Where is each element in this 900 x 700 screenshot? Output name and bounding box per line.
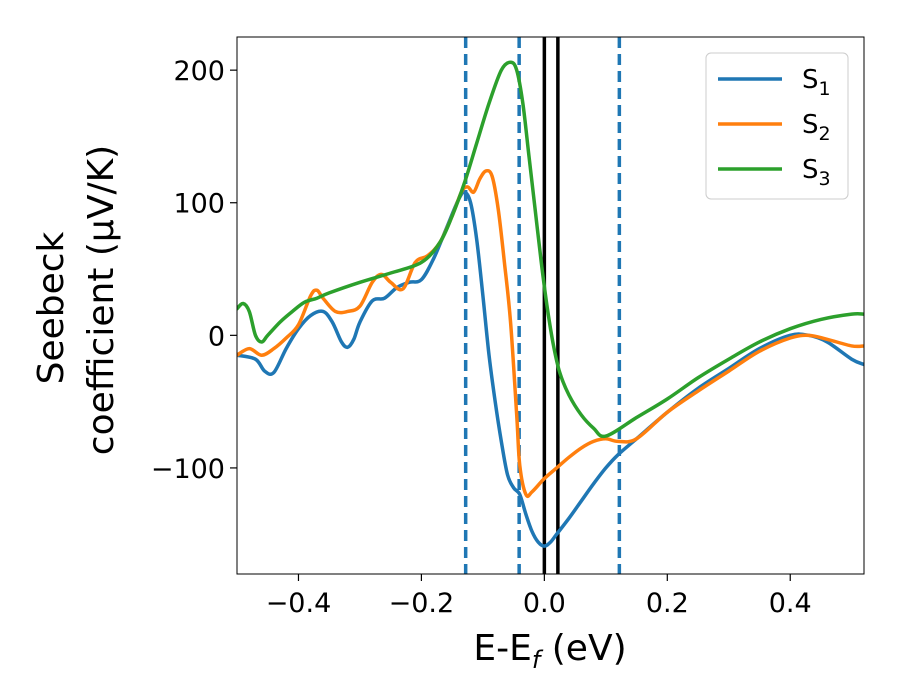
y-tick-label: 100 <box>173 189 225 220</box>
y-axis-title-line2: coefficient (μV/K) <box>81 145 122 455</box>
series-line-s3 <box>237 60 864 439</box>
y-axis: −100 0 100 200 <box>151 56 237 485</box>
y-axis-title-line1: Seebeck <box>31 231 72 384</box>
reference-lines <box>463 37 622 574</box>
series-line-s1 <box>237 190 864 548</box>
x-axis: −0.4 −0.2 0.0 0.2 0.4 <box>266 574 812 619</box>
legend-label-s2: S2 <box>802 110 831 145</box>
x-tick-label: 0.4 <box>769 588 812 619</box>
legend-label-s3: S3 <box>802 155 831 190</box>
series-line-s2 <box>237 168 864 499</box>
y-tick-label: −100 <box>151 454 225 485</box>
x-tick-label: 0.0 <box>523 588 566 619</box>
x-tick-label: −0.4 <box>266 588 332 619</box>
legend: S1 S2 S3 <box>705 52 849 200</box>
y-tick-label: 0 <box>208 321 225 352</box>
series-layer <box>237 60 864 548</box>
x-axis-title: E-Ef (eV) <box>473 628 626 674</box>
y-tick-label: 200 <box>173 56 225 87</box>
x-tick-label: −0.2 <box>389 588 455 619</box>
plot-frame <box>236 36 865 575</box>
legend-label-s1: S1 <box>802 65 831 100</box>
legend-box <box>705 52 849 200</box>
x-tick-label: 0.2 <box>646 588 689 619</box>
